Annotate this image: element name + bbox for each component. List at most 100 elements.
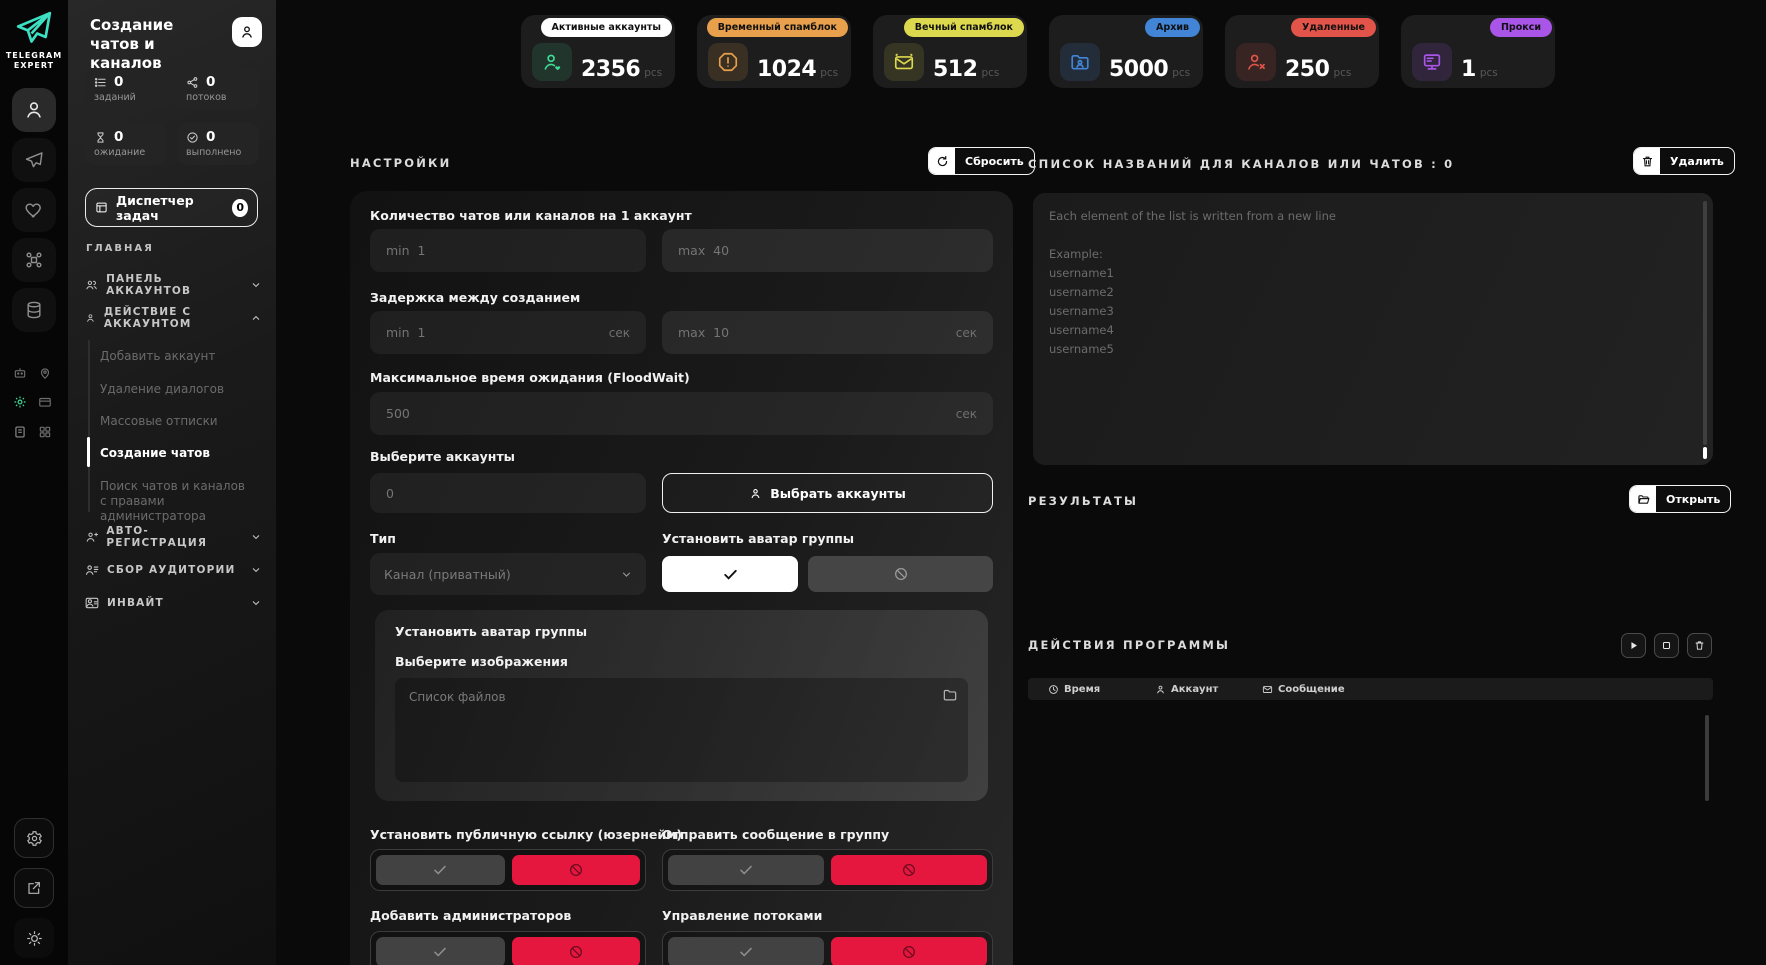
public-link-yes-toggle[interactable] — [376, 855, 505, 885]
threads-yes-toggle[interactable] — [668, 937, 824, 965]
person-icon — [242, 26, 252, 38]
command-icon — [26, 252, 42, 268]
sidebar-item-audience-collection[interactable]: СБОР АУДИТОРИИ — [85, 555, 261, 585]
envelope-icon — [1262, 685, 1273, 693]
mail-spam-icon — [884, 43, 924, 81]
count-max-input[interactable]: max 40 — [662, 229, 993, 272]
sidebar-item-mass-unsubscribe[interactable]: Массовые отписки — [100, 414, 218, 428]
warning-octagon-icon — [708, 43, 748, 81]
rail-favorites-button[interactable] — [12, 188, 56, 232]
stat-card-temp-spamblock[interactable]: Временный спамблок 1024 pcs — [697, 15, 851, 88]
reset-button[interactable]: Сбросить — [928, 147, 1035, 175]
trash-icon — [1695, 641, 1704, 650]
threads-label: Управление потоками — [662, 908, 823, 923]
stat-card-archive[interactable]: Архив 5000 pcs — [1049, 15, 1203, 88]
card-icon[interactable] — [38, 395, 52, 409]
count-min-input[interactable]: min 1 — [370, 229, 646, 272]
stop-icon — [1663, 642, 1670, 649]
journal-icon[interactable] — [13, 425, 27, 439]
status-badge: Активные аккаунты — [540, 18, 672, 37]
settings-gear-button[interactable] — [14, 818, 54, 858]
names-list-textarea[interactable] — [1033, 193, 1713, 465]
heart-icon — [25, 203, 41, 218]
status-badge: Удаленные — [1291, 18, 1376, 37]
sidebar-item-auto-registration[interactable]: АВТО-РЕГИСТРАЦИЯ — [85, 522, 261, 552]
profile-chip-button[interactable] — [232, 17, 262, 47]
avatar-no-toggle[interactable] — [808, 556, 993, 592]
clear-log-button[interactable] — [1687, 633, 1712, 658]
trash-icon — [1634, 148, 1660, 174]
threads-no-toggle[interactable] — [831, 937, 987, 965]
send-message-label: Отправить сообщение в группу — [662, 827, 890, 842]
grid-icon[interactable] — [38, 425, 52, 439]
check-icon — [723, 569, 737, 580]
sidebar-item-invite[interactable]: ИНВАЙТ — [85, 588, 261, 618]
prohibit-icon — [903, 864, 915, 876]
stat-card-proxy[interactable]: Прокси 1 pcs — [1401, 15, 1555, 88]
stat-card-deleted[interactable]: Удаленные 250 pcs — [1225, 15, 1379, 88]
map-pin-icon[interactable] — [38, 366, 52, 380]
log-col-account: Аккаунт — [1155, 684, 1262, 695]
sidebar-item-delete-dialogs[interactable]: Удаление диалогов — [100, 382, 225, 396]
log-scrollbar-thumb[interactable] — [1705, 715, 1709, 801]
open-button[interactable]: Открыть — [1629, 485, 1732, 513]
avatar-yes-toggle[interactable] — [662, 556, 798, 592]
delete-button[interactable]: Удалить — [1633, 147, 1735, 175]
bot-icon[interactable] — [13, 366, 27, 380]
avatar-images-label: Выберите изображения — [395, 654, 568, 669]
stat-card-perm-spamblock[interactable]: Вечный спамблок 512 pcs — [873, 15, 1027, 88]
log-col-message: Сообщение — [1262, 684, 1369, 695]
names-scrollbar[interactable] — [1703, 201, 1707, 445]
send-message-no-toggle[interactable] — [831, 855, 987, 885]
counter-waiting: 0 ожидание — [85, 123, 167, 165]
add-admins-no-toggle[interactable] — [511, 937, 640, 965]
public-link-no-toggle[interactable] — [511, 855, 640, 885]
stop-button[interactable] — [1654, 633, 1679, 658]
theme-brightness-button[interactable] — [14, 918, 54, 958]
gear-small-icon[interactable] — [13, 395, 27, 409]
person-badge-icon — [85, 597, 99, 609]
sidebar-item-account-actions[interactable]: ДЕЙСТВИЕ С АККАУНТОМ — [85, 303, 261, 333]
add-admins-yes-toggle[interactable] — [376, 937, 505, 965]
delay-min-input[interactable]: min 1 сек — [370, 311, 646, 354]
sidebar-item-search-admin-chats[interactable]: Поиск чатов и каналов с правами админист… — [100, 479, 245, 523]
sidebar-item-add-account[interactable]: Добавить аккаунт — [100, 349, 216, 363]
settings-panel: Количество чатов или каналов на 1 аккаун… — [350, 191, 1013, 965]
check-icon — [740, 947, 752, 957]
delay-max-input[interactable]: max 10 сек — [662, 311, 993, 354]
submenu-guide-line — [88, 340, 90, 512]
stat-card-active-accounts[interactable]: Активные аккаунты 2356 pcs — [521, 15, 675, 88]
external-link-button[interactable] — [14, 868, 54, 908]
type-select[interactable]: Канал (приватный) — [370, 553, 646, 595]
floodwait-input[interactable]: 500 сек — [370, 392, 993, 435]
checklist-icon — [94, 77, 106, 87]
page-title: Создание чатов и каналов — [90, 16, 174, 72]
person-icon — [751, 488, 760, 498]
seconds-suffix: сек — [955, 406, 977, 421]
avatar-files-input[interactable]: Список файлов — [395, 678, 968, 782]
names-scrollbar-thumb[interactable] — [1703, 447, 1707, 459]
select-accounts-button[interactable]: Выбрать аккаунты — [662, 473, 993, 513]
rail-database-button[interactable] — [12, 288, 56, 332]
person-icon — [27, 102, 41, 118]
start-button[interactable] — [1621, 633, 1646, 658]
folder-open-icon — [1630, 486, 1656, 512]
log-col-time: Время — [1048, 684, 1155, 695]
status-badge: Временный спамблок — [706, 18, 848, 37]
person-icon — [87, 314, 94, 322]
chevron-down-icon — [251, 532, 261, 542]
send-message-yes-toggle[interactable] — [668, 855, 824, 885]
accounts-count-input[interactable]: 0 — [370, 473, 646, 513]
task-manager-button[interactable]: Диспетчер задач 0 — [85, 188, 258, 227]
folder-icon[interactable] — [942, 687, 958, 703]
prohibit-icon — [903, 946, 915, 958]
rail-commands-button[interactable] — [12, 238, 56, 282]
sidebar-item-create-chats[interactable]: Создание чатов — [100, 446, 210, 460]
counter-done: 0 выполнено — [177, 123, 259, 165]
task-manager-badge: 0 — [232, 198, 248, 217]
accounts-label: Выберите аккаунты — [370, 449, 515, 464]
rail-accounts-button[interactable] — [12, 88, 56, 132]
rail-telegram-button[interactable] — [12, 138, 56, 182]
sidebar-item-accounts-panel[interactable]: ПАНЕЛЬ АККАУНТОВ — [85, 270, 261, 300]
chevron-up-icon — [251, 313, 261, 323]
